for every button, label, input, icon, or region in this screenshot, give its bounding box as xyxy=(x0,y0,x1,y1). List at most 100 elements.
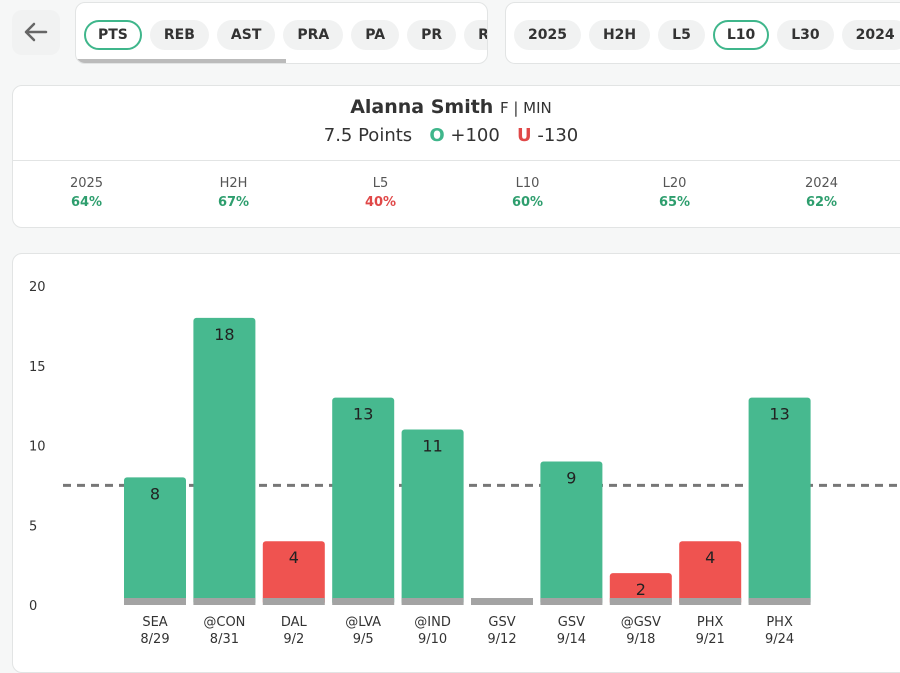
bar xyxy=(609,573,672,605)
chart-card: 0 5 10 15 20 8 SEA 8/29 18 @CON 8/31 4 DAL 9/2 13 @LVA 9… xyxy=(12,253,900,673)
range-tab[interactable]: L30 xyxy=(777,20,834,50)
stat-tab[interactable]: PR xyxy=(407,20,457,50)
bar-base xyxy=(193,598,256,605)
stat-tab[interactable]: AST xyxy=(216,20,276,50)
bar-base xyxy=(471,598,533,605)
y-tick-label: 15 xyxy=(29,360,46,375)
under: U xyxy=(517,125,532,146)
hit-rate: L10 60% xyxy=(454,176,601,210)
player-card: Alanna Smith F | MIN 7.5 Points O +100 U… xyxy=(12,85,900,228)
x-tick-date: 9/14 xyxy=(557,632,586,647)
y-tick-label: 10 xyxy=(29,440,46,455)
x-tick-date: 9/5 xyxy=(353,632,374,647)
hit-rate-value: 67% xyxy=(217,195,250,210)
hit-rate-label: L20 xyxy=(662,176,687,191)
x-tick-label: @GSV xyxy=(621,615,661,630)
chart: 0 5 10 15 20 8 SEA 8/29 18 @CON 8/31 4 DAL 9/2 13 @LVA 9… xyxy=(29,280,900,647)
prop-line: 7.5 Points O +100 U -130 xyxy=(13,125,889,146)
bar xyxy=(748,397,811,605)
range-tab[interactable]: L5 xyxy=(658,20,705,50)
player-position: F | MIN xyxy=(499,99,552,117)
value-label: 13 xyxy=(769,405,789,424)
stat-tab[interactable]: REB xyxy=(149,20,209,50)
x-tick-label: SEA xyxy=(142,615,167,630)
bar xyxy=(540,461,603,605)
x-tick-label: @LVA xyxy=(345,615,381,630)
bar xyxy=(262,541,325,605)
player-name: Alanna Smith xyxy=(350,96,494,118)
x-tick-label: @IND xyxy=(414,615,451,630)
x-tick-date: 9/18 xyxy=(626,632,655,647)
range-tab[interactable]: H2H xyxy=(588,20,651,50)
bar-base xyxy=(679,598,742,605)
bar-base xyxy=(332,598,395,605)
hit-rates: 2025 64% H2H 67% L5 40% L10 60% L20 65% 2024 62% xyxy=(13,176,900,210)
over: O xyxy=(429,125,445,146)
x-tick-label: @CON xyxy=(203,615,245,630)
hit-rate: L20 65% xyxy=(601,176,748,210)
bar-base xyxy=(401,598,464,605)
hit-rate: L5 40% xyxy=(307,176,454,210)
hit-rate: 2024 62% xyxy=(748,176,895,210)
x-tick-label: DAL xyxy=(281,615,308,630)
x-tick-date: 8/29 xyxy=(140,632,169,647)
bar-base xyxy=(124,598,186,605)
value-label: 11 xyxy=(422,437,442,456)
hit-rate-value: 40% xyxy=(364,195,397,210)
hit-rate-label: L10 xyxy=(515,176,540,191)
x-tick-date: 9/12 xyxy=(487,632,516,647)
stat-tabs: PTSREBASTPRAPAPRRA xyxy=(75,2,488,64)
scrollbar xyxy=(76,59,286,63)
hit-rate-value: 62% xyxy=(805,195,838,210)
bar xyxy=(332,397,395,605)
bar-base xyxy=(262,598,325,605)
value-label: 4 xyxy=(289,548,299,567)
x-tick-date: 9/24 xyxy=(765,632,794,647)
stat-tab[interactable]: PTS xyxy=(84,20,142,50)
x-tick-date: 9/2 xyxy=(283,632,304,647)
hit-rate-label: 2025 xyxy=(69,176,104,191)
hit-rate: 2025 64% xyxy=(13,176,160,210)
bar xyxy=(401,429,464,605)
y-tick-label: 0 xyxy=(29,599,37,614)
value-label: 13 xyxy=(353,405,373,424)
value-label: 18 xyxy=(214,325,234,344)
bar xyxy=(679,541,742,605)
x-tick-label: PHX xyxy=(697,615,724,630)
stat-tab[interactable]: PRA xyxy=(283,20,344,50)
hit-rate-label: 2024 xyxy=(804,176,839,191)
x-tick-date: 9/21 xyxy=(696,632,725,647)
page: {"stat_tabs": ["PTS", "REB", "AST", "PRA… xyxy=(12,2,900,673)
bar xyxy=(193,317,256,605)
value-label: 2 xyxy=(636,580,646,599)
bar-base xyxy=(540,598,603,605)
under-odds: -130 xyxy=(537,125,579,146)
divider xyxy=(13,160,900,161)
line: 7.5 Points xyxy=(323,125,413,146)
hit-rate-value: 65% xyxy=(658,195,691,210)
hit-rate-value: 60% xyxy=(511,195,544,210)
bar-base xyxy=(609,598,672,605)
range-tabs: 2025 H2H L5 L10 L30 2024 xyxy=(505,2,900,64)
range-tab[interactable]: 2025 xyxy=(514,20,581,50)
range-tab[interactable]: 2024 xyxy=(841,20,900,50)
bar xyxy=(124,477,186,605)
player-header: Alanna Smith F | MIN xyxy=(13,96,889,118)
over-odds: +100 xyxy=(450,125,500,146)
range-tab[interactable]: L10 xyxy=(712,20,770,50)
back-button[interactable] xyxy=(12,10,60,55)
hit-rate-value: 64% xyxy=(70,195,103,210)
x-tick-label: GSV xyxy=(558,615,585,630)
x-tick-label: PHX xyxy=(766,615,793,630)
value-label: 4 xyxy=(705,548,715,567)
stat-tab[interactable]: RA xyxy=(464,20,487,50)
x-tick-label: GSV xyxy=(488,615,515,630)
x-tick-date: 9/10 xyxy=(418,632,447,647)
stat-tab[interactable]: PA xyxy=(351,20,400,50)
bar-base xyxy=(748,598,811,605)
hit-rate: H2H 67% xyxy=(160,176,307,210)
x-tick-date: 8/31 xyxy=(210,632,239,647)
value-label: 9 xyxy=(566,468,576,487)
back-icon xyxy=(24,22,48,42)
hit-rate-label: H2H xyxy=(219,176,248,191)
